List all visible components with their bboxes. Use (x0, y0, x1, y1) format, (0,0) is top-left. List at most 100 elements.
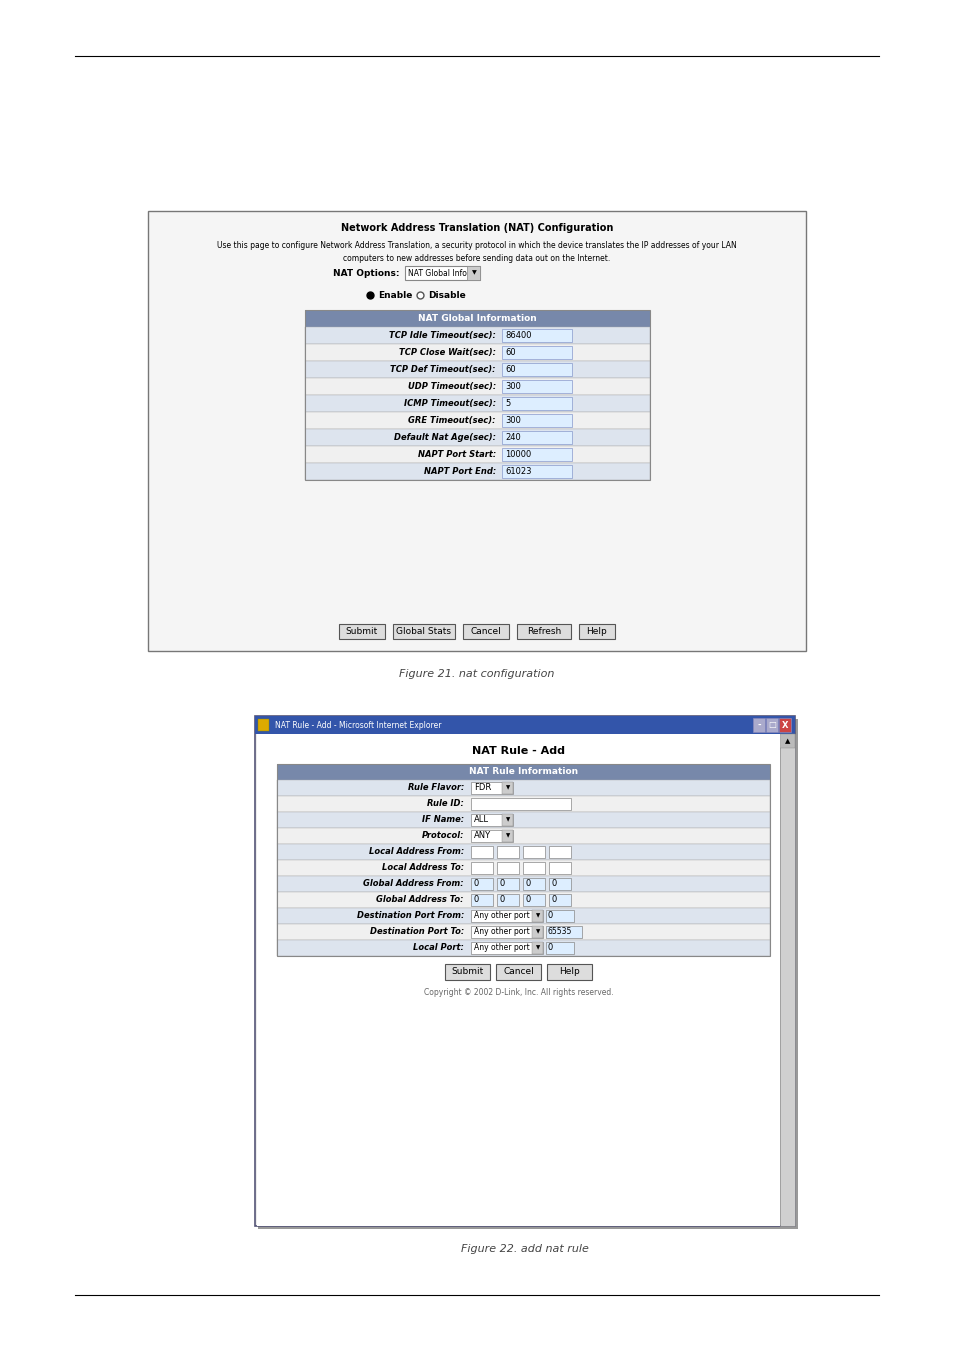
Text: 0: 0 (552, 896, 557, 905)
Text: ▼: ▼ (471, 270, 476, 276)
Text: ▲: ▲ (784, 738, 789, 744)
Text: UDP Timeout(sec):: UDP Timeout(sec): (407, 382, 496, 390)
Bar (497, 878, 518, 890)
Text: ▼: ▼ (536, 929, 539, 935)
Text: NAPT Port End:: NAPT Port End: (423, 467, 496, 476)
Text: 60: 60 (504, 365, 515, 374)
FancyBboxPatch shape (517, 624, 571, 639)
Text: FDR: FDR (474, 784, 491, 793)
Bar (471, 830, 513, 842)
Text: 0: 0 (525, 880, 531, 889)
Bar (501, 397, 572, 409)
Text: Submit: Submit (346, 627, 377, 635)
FancyBboxPatch shape (496, 965, 540, 979)
Text: Cancel: Cancel (470, 627, 501, 635)
Text: X: X (781, 720, 787, 730)
Text: 300: 300 (504, 416, 520, 426)
Text: 65535: 65535 (547, 928, 572, 936)
Bar (471, 862, 493, 874)
Text: 0: 0 (552, 880, 557, 889)
Text: Figure 22. add nat rule: Figure 22. add nat rule (460, 1244, 588, 1254)
Bar (471, 911, 542, 921)
FancyBboxPatch shape (393, 624, 455, 639)
Bar (779, 717, 790, 732)
Bar (305, 463, 649, 480)
Text: NAT Rule Information: NAT Rule Information (469, 767, 578, 777)
Bar (148, 211, 805, 651)
Bar (276, 844, 769, 861)
Bar (471, 894, 493, 907)
FancyBboxPatch shape (546, 965, 592, 979)
Text: 5: 5 (504, 399, 510, 408)
Text: Global Stats: Global Stats (396, 627, 451, 635)
Text: ICMP Timeout(sec):: ICMP Timeout(sec): (403, 399, 496, 408)
Text: -: - (757, 720, 760, 730)
Text: Use this page to configure Network Address Translation, a security protocol in w: Use this page to configure Network Addre… (217, 240, 736, 250)
Bar (501, 431, 572, 444)
Text: Cancel: Cancel (502, 967, 534, 977)
Text: ▼: ▼ (536, 913, 539, 919)
FancyBboxPatch shape (338, 624, 385, 639)
Bar (305, 430, 649, 446)
Text: Rule ID:: Rule ID: (427, 800, 463, 808)
Bar (471, 798, 571, 811)
Text: Any other port: Any other port (474, 912, 529, 920)
Bar (501, 782, 513, 794)
Text: 0: 0 (474, 896, 478, 905)
Bar (548, 862, 571, 874)
Text: NAT Rule - Add - Microsoft Internet Explorer: NAT Rule - Add - Microsoft Internet Expl… (274, 720, 441, 730)
Text: 0: 0 (499, 880, 505, 889)
Text: Destination Port To:: Destination Port To: (370, 928, 463, 936)
Text: 0: 0 (525, 896, 531, 905)
Bar (254, 716, 794, 734)
Bar (305, 309, 649, 480)
Bar (471, 782, 513, 794)
FancyBboxPatch shape (444, 965, 490, 979)
Bar (501, 330, 572, 342)
Bar (276, 908, 769, 924)
Text: 10000: 10000 (504, 450, 531, 459)
FancyBboxPatch shape (578, 624, 615, 639)
Text: Submit: Submit (451, 967, 483, 977)
Bar (780, 734, 794, 1225)
Text: Global Address To:: Global Address To: (376, 896, 463, 905)
Text: ALL: ALL (474, 816, 489, 824)
Bar (305, 361, 649, 378)
Bar (501, 815, 513, 825)
Bar (532, 942, 542, 954)
Bar (405, 266, 479, 280)
Bar (276, 828, 769, 844)
Text: Help: Help (586, 627, 607, 635)
Text: 86400: 86400 (504, 331, 531, 340)
Text: Protocol:: Protocol: (421, 831, 463, 840)
Bar (471, 942, 542, 954)
Text: Local Address From:: Local Address From: (369, 847, 463, 857)
Text: TCP Close Wait(sec):: TCP Close Wait(sec): (398, 349, 496, 357)
Bar (276, 861, 769, 875)
Bar (548, 878, 571, 890)
Text: Help: Help (558, 967, 579, 977)
Text: GRE Timeout(sec):: GRE Timeout(sec): (408, 416, 496, 426)
Bar (545, 911, 574, 921)
Text: ▼: ▼ (505, 834, 510, 839)
Text: Local Port:: Local Port: (413, 943, 463, 952)
Bar (471, 815, 513, 825)
Text: Rule Flavor:: Rule Flavor: (407, 784, 463, 793)
Text: 0: 0 (499, 896, 505, 905)
Bar (276, 780, 769, 796)
Text: TCP Def Timeout(sec):: TCP Def Timeout(sec): (390, 365, 496, 374)
Bar (276, 796, 769, 812)
Bar (522, 878, 544, 890)
Text: 0: 0 (547, 943, 553, 952)
Bar (276, 940, 769, 957)
Bar (497, 894, 518, 907)
Text: NAPT Port Start:: NAPT Port Start: (417, 450, 496, 459)
Text: NAT Global Information: NAT Global Information (417, 313, 537, 323)
Bar (467, 266, 479, 280)
Bar (305, 327, 649, 345)
Bar (545, 942, 574, 954)
Text: IF Name:: IF Name: (421, 816, 463, 824)
Bar (548, 894, 571, 907)
Bar (305, 412, 649, 430)
Bar (276, 765, 769, 780)
